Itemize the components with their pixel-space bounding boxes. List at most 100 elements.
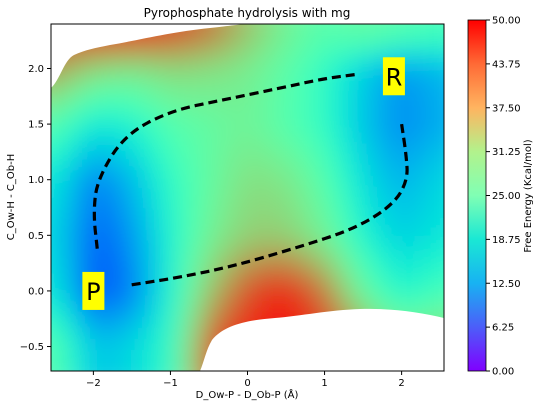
heatmap-cell (393, 251, 404, 264)
heatmap-cell (174, 197, 185, 210)
heatmap-cell (412, 67, 423, 79)
x-tick-label: 2 (398, 378, 404, 389)
heatmap-cell (64, 175, 75, 188)
heatmap-cell (201, 219, 212, 231)
heatmap-cell (274, 295, 285, 308)
heatmap-cell (110, 77, 121, 90)
heatmap-cell (28, 208, 38, 220)
colorbar-ticks: 0.00 6.25 12.50 18.75 25.00 31.25 37.50 43.75 50… (486, 16, 521, 378)
heatmap-cell (55, 262, 66, 275)
heatmap-cell (311, 67, 322, 79)
heatmap-cell (284, 24, 295, 36)
chart-title: Pyrophosphate hydrolysis with mg (144, 6, 351, 20)
heatmap-cell (192, 219, 203, 231)
heatmap-cell (101, 45, 112, 57)
heatmap-cell (247, 121, 258, 134)
heatmap-cell (137, 273, 148, 286)
heatmap-cell (247, 34, 258, 47)
heatmap-cell (55, 143, 66, 155)
heatmap-cell (229, 143, 240, 155)
heatmap-cell (91, 121, 102, 134)
heatmap-cell (37, 100, 47, 112)
heatmap-cell (275, 371, 285, 383)
heatmap-cell (339, 56, 349, 68)
colorbar-tick-label: 12.50 (492, 279, 521, 290)
heatmap-cell (51, 154, 57, 166)
heatmap-cell (274, 88, 285, 101)
heatmap-cell (238, 175, 249, 188)
heatmap-cell (55, 88, 66, 101)
heatmap-cell (192, 317, 203, 329)
heatmap-cell (339, 88, 349, 101)
heatmap-cell (137, 360, 148, 371)
heatmap-cell (348, 230, 359, 242)
heatmap-cell (192, 349, 203, 362)
heatmap-cell (403, 143, 414, 155)
heatmap-cell (165, 360, 176, 371)
heatmap-cell (311, 295, 322, 308)
heatmap-cell (64, 154, 75, 166)
heatmap-cell (146, 284, 157, 297)
heatmap-cell (165, 45, 176, 57)
heatmap-cell (64, 230, 75, 242)
heatmap-cell (238, 295, 249, 308)
heatmap-cell (55, 251, 66, 264)
y-tick-label: 1.0 (28, 175, 44, 186)
heatmap-cell (155, 251, 166, 264)
heatmap-cell (439, 99, 444, 112)
heatmap-cell (293, 24, 304, 36)
heatmap-cell (302, 24, 313, 36)
heatmap-cell (449, 284, 459, 296)
heatmap-cell (329, 132, 340, 144)
heatmap-cell (412, 154, 423, 166)
heatmap-cell (28, 371, 38, 383)
heatmap-cell (119, 371, 129, 383)
heatmap-cell (73, 306, 84, 318)
heatmap-cell (256, 284, 267, 297)
heatmap-cell (192, 284, 203, 297)
heatmap-cell (412, 132, 423, 144)
heatmap-cell (384, 295, 395, 308)
heatmap-cell (165, 295, 176, 308)
heatmap-cell (449, 382, 459, 394)
heatmap-cell (458, 371, 468, 383)
heatmap-cell (155, 56, 166, 68)
heatmap-cell (274, 24, 285, 36)
heatmap-cell (421, 34, 432, 47)
heatmap-cell (430, 284, 441, 297)
heatmap-cell (55, 208, 66, 221)
heatmap-cell (165, 240, 176, 253)
heatmap-cell (421, 110, 432, 123)
heatmap-cell (201, 327, 212, 340)
heatmap-cell (128, 349, 139, 362)
heatmap-cell (393, 230, 404, 242)
heatmap-cell (421, 154, 432, 166)
heatmap-cell (247, 143, 258, 155)
heatmap-cell (119, 284, 130, 297)
heatmap-cell (165, 262, 176, 275)
heatmap-cell (137, 154, 148, 166)
heatmap-cell (51, 306, 57, 318)
heatmap-cell (256, 154, 267, 166)
heatmap-cell (412, 175, 423, 188)
heatmap-cell (91, 77, 102, 90)
heatmap-cell (256, 121, 267, 134)
heatmap-cell (431, 371, 441, 383)
heatmap-cell (421, 67, 432, 79)
heatmap-cell (412, 45, 423, 57)
heatmap-cell (101, 327, 112, 340)
heatmap-cell (439, 34, 444, 47)
heatmap-cell (192, 34, 203, 47)
heatmap-cell (430, 24, 441, 36)
heatmap-cell (183, 88, 194, 101)
heatmap-cell (348, 24, 359, 36)
heatmap-cell (51, 240, 57, 253)
heatmap-cell (412, 24, 423, 25)
heatmap-cell (311, 197, 322, 210)
heatmap-cell (431, 382, 441, 394)
heatmap-cell (210, 327, 221, 340)
heatmap-cell (412, 306, 423, 318)
heatmap-cell (183, 219, 194, 231)
heatmap-cell (37, 89, 47, 101)
heatmap-cell (55, 186, 66, 199)
